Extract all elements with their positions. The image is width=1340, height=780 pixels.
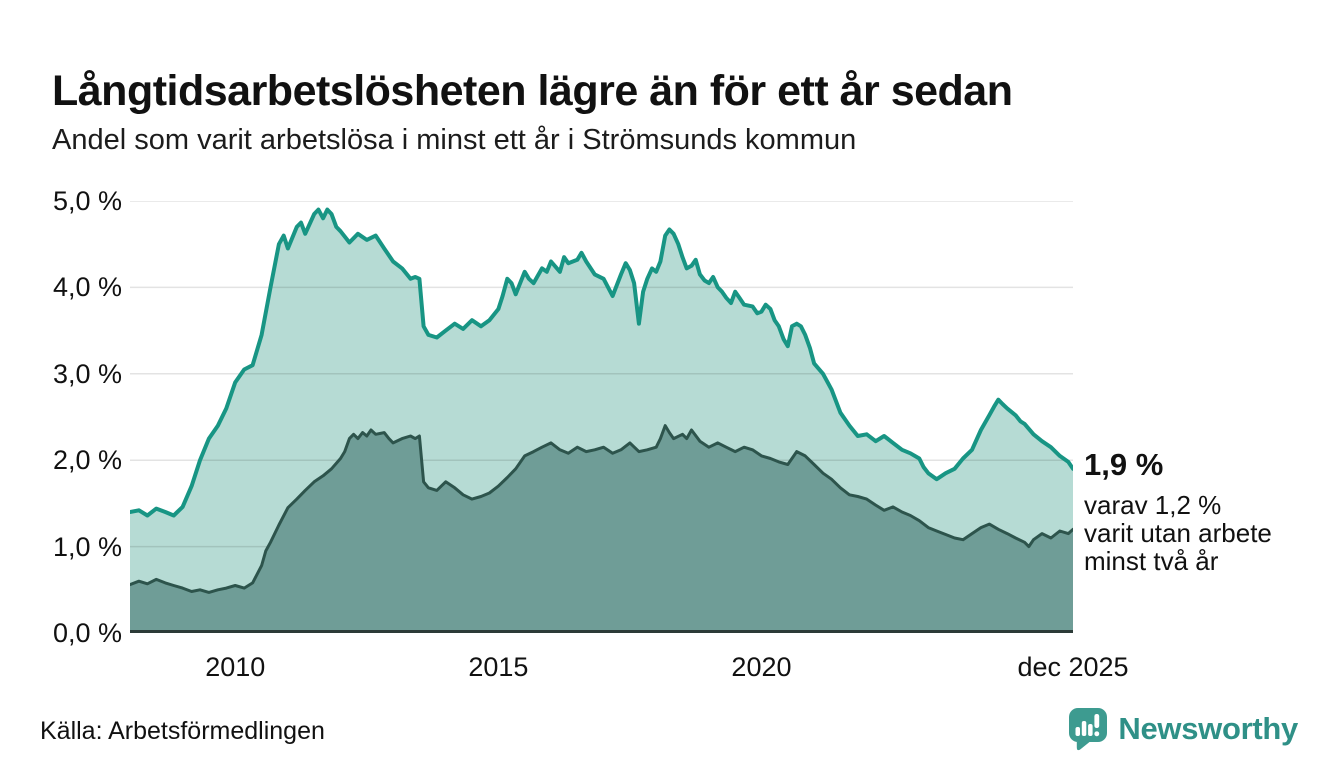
y-axis-label: 0,0 % [52,618,122,648]
annotation-line: varit utan arbete [1084,518,1272,548]
y-axis-label: 5,0 % [52,186,122,216]
x-axis-label: 2020 [731,652,792,682]
y-axis-label: 3,0 % [52,358,122,389]
annotation-line: varav 1,2 % [1084,490,1222,520]
endpoint-value: 1,9 % [1084,447,1164,482]
newsworthy-brand: Newsworthy [1067,706,1298,752]
y-axis-label: 4,0 % [52,272,122,303]
newsworthy-logo-icon [1069,708,1108,751]
x-axis-label: 2015 [468,652,529,682]
y-axis-label: 2,0 % [52,445,122,476]
line-total [130,207,1073,518]
annotation-line: minst två år [1084,546,1219,576]
x-axis-label: dec 2025 [1017,652,1129,682]
page-title: Långtidsarbetslösheten lägre än för ett … [52,66,1013,115]
x-axis-label: 2010 [205,652,266,682]
y-axis-label: 1,0 % [52,531,122,562]
area-chart [130,201,1073,633]
brand-wordmark: Newsworthy [1118,711,1298,746]
endpoint-annotation: 1,9 % varav 1,2 % varit utan arbete mins… [1084,447,1314,575]
source-note: Källa: Arbetsförmedlingen [40,717,325,745]
line-two-years [130,424,1073,594]
chart-subtitle: Andel som varit arbetslösa i minst ett å… [52,124,857,156]
area-two-years [130,425,1073,633]
